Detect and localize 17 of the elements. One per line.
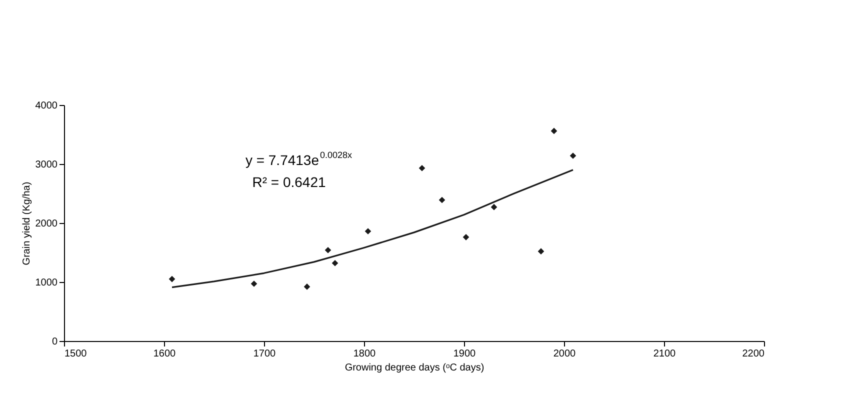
line-series [171,169,574,288]
annotation: R² = 0.6421 [252,174,326,190]
y-tick-label: 3000 [35,160,58,170]
y-tick-label: 4000 [35,100,58,112]
x-tick-label: 1900 [453,348,476,360]
y-tick-label: 2000 [35,218,58,230]
y-tick-label: 1000 [35,278,58,288]
x-axis-title: Growing degree days (ᵒC days) [344,362,484,374]
x-tick-label: 2200 [742,348,765,360]
x-tick-label: 2000 [553,348,576,360]
x-tick-label: 1600 [153,348,176,360]
x-tick-label: 1500 [64,348,88,360]
x-tick-label: 1800 [353,348,376,360]
y-axis-title: Grain yield (Kg/ha) [21,182,32,266]
x-tick-label: 1700 [253,348,276,360]
y-tick-label: 0 [52,336,58,348]
x-tick-label: 2100 [653,348,676,360]
